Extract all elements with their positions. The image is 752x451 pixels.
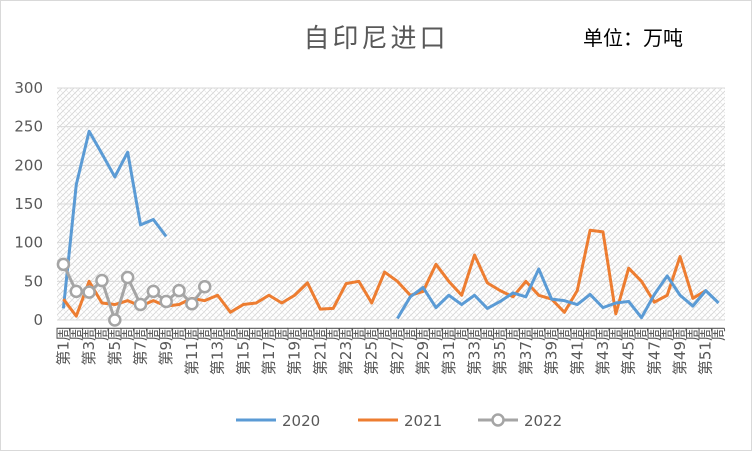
data-point-2022 bbox=[146, 284, 161, 299]
legend-marker bbox=[491, 413, 505, 427]
y-tick-label: 150 bbox=[14, 195, 43, 213]
x-tick-suffix: 周 bbox=[684, 326, 702, 341]
x-tick-suffix: 周 bbox=[658, 326, 676, 341]
x-tick-label: 第17周 bbox=[260, 326, 278, 375]
series-line-2020 bbox=[61, 129, 168, 309]
x-tick-label: 第9周 bbox=[157, 326, 175, 366]
legend-label-2020: 2020 bbox=[282, 412, 320, 430]
x-tick-suffix: 周 bbox=[144, 326, 162, 341]
x-axis: 第1周 第3周 第5周 第7周 第9周 第11周 第13周 第15周 第17周 第19周 第21周第… bbox=[54, 326, 727, 375]
x-tick-label: 第41周 bbox=[568, 326, 586, 375]
data-point-2022 bbox=[95, 273, 109, 288]
data-point-2022 bbox=[185, 297, 199, 311]
x-tick-suffix: 周 bbox=[453, 326, 471, 341]
x-tick-suffix: 周 bbox=[93, 326, 111, 341]
data-point-2022 bbox=[172, 283, 186, 298]
x-tick-label: 第23周 bbox=[337, 326, 355, 375]
x-tick-label: 第7周 bbox=[132, 326, 150, 366]
legend-label-2022: 2022 bbox=[524, 412, 562, 430]
x-tick-label: 第25周 bbox=[363, 326, 381, 375]
x-tick-suffix: 周 bbox=[530, 326, 548, 341]
x-tick-label: 第35周 bbox=[491, 326, 509, 375]
legend: 2020 2021 2022 bbox=[236, 412, 562, 430]
x-tick-suffix: 周 bbox=[247, 326, 265, 341]
legend-label-2021: 2021 bbox=[404, 412, 442, 430]
series-line-2020 bbox=[396, 267, 720, 320]
x-tick-suffix: 周 bbox=[427, 326, 445, 341]
data-point-2022 bbox=[120, 270, 135, 285]
x-tick-suffix: 周 bbox=[633, 326, 651, 341]
x-tick-label: 第33周 bbox=[466, 326, 484, 375]
y-axis: 0 50 100 150 200 250 300 bbox=[14, 79, 43, 329]
data-point-2022 bbox=[159, 294, 173, 309]
x-tick-suffix: 周 bbox=[324, 326, 342, 341]
x-tick-label: 第45周 bbox=[620, 326, 638, 375]
x-tick-suffix: 周 bbox=[581, 326, 599, 341]
x-tick-suffix: 周 bbox=[504, 326, 522, 341]
x-tick-suffix: 周 bbox=[350, 326, 368, 341]
y-tick-label: 300 bbox=[14, 79, 43, 97]
x-tick-label: 第47周 bbox=[645, 326, 663, 375]
x-tick-label: 第43周 bbox=[594, 326, 612, 375]
series-lines bbox=[56, 129, 720, 327]
x-tick-label: 第27周 bbox=[388, 326, 406, 375]
x-tick-suffix: 周 bbox=[299, 326, 317, 341]
x-tick-label: 第3周 bbox=[80, 326, 98, 366]
x-tick-label: 第21周 bbox=[311, 326, 329, 375]
x-tick-label: 第1周 bbox=[54, 326, 72, 366]
x-tick-label: 第51周 bbox=[697, 326, 715, 375]
x-tick-suffix: 周 bbox=[401, 326, 419, 341]
data-point-2022 bbox=[69, 284, 84, 299]
x-tick-label: 第15周 bbox=[234, 326, 252, 375]
x-tick-label: 第5周 bbox=[106, 326, 124, 366]
x-tick-suffix: 周 bbox=[555, 326, 573, 341]
x-tick-suffix: 周 bbox=[273, 326, 291, 341]
x-tick-label: 第29周 bbox=[414, 326, 432, 375]
x-tick-suffix: 周 bbox=[196, 326, 214, 341]
x-tick-suffix: 周 bbox=[67, 326, 85, 341]
y-tick-label: 250 bbox=[14, 118, 43, 136]
y-tick-label: 0 bbox=[33, 311, 43, 329]
x-tick-label: 第39周 bbox=[543, 326, 561, 375]
grid-lines bbox=[57, 87, 725, 321]
chart-title: 自印尼进口 bbox=[303, 24, 449, 54]
unit-label: 单位：万吨 bbox=[583, 26, 683, 50]
x-tick-label: 第31周 bbox=[440, 326, 458, 375]
x-tick-suffix: 周 bbox=[607, 326, 625, 341]
x-tick-suffix: 周 bbox=[170, 326, 188, 341]
x-tick-suffix: 周 bbox=[119, 326, 137, 341]
x-tick-suffix: 周 bbox=[376, 326, 394, 341]
y-tick-label: 200 bbox=[14, 156, 43, 174]
x-tick-suffix: 周 bbox=[478, 326, 496, 341]
x-tick-label: 第49周 bbox=[671, 326, 689, 375]
data-point-2022 bbox=[82, 285, 96, 299]
data-point-2022 bbox=[108, 313, 122, 327]
data-point-2022 bbox=[197, 279, 212, 294]
x-tick-label: 第37周 bbox=[517, 326, 535, 375]
x-tick-suffix: 周 bbox=[710, 326, 728, 341]
x-tick-label: 第19周 bbox=[286, 326, 304, 375]
x-tick-label: 第13周 bbox=[209, 326, 227, 375]
y-tick-label: 100 bbox=[14, 234, 43, 252]
data-point-2022 bbox=[133, 297, 148, 312]
data-point-2022 bbox=[56, 257, 71, 272]
x-tick-label: 第11周 bbox=[183, 326, 201, 375]
y-tick-label: 50 bbox=[24, 272, 43, 290]
x-tick-suffix: 周 bbox=[221, 326, 239, 341]
